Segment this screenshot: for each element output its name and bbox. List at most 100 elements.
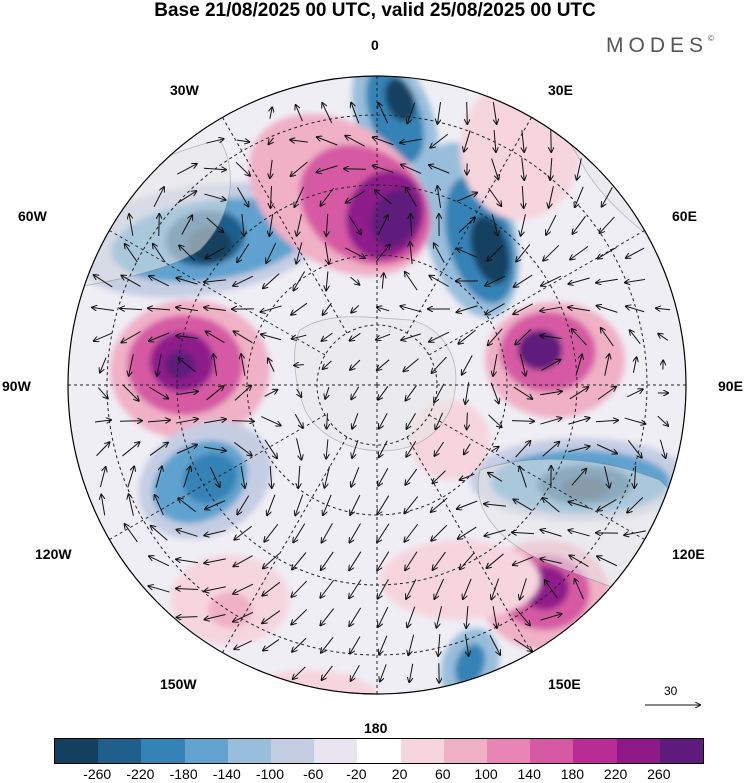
wind-arrow [406,412,416,429]
wind-arrow [296,105,303,122]
wind-arrow [260,305,282,312]
wind-arrow [406,187,417,207]
wind-arrow [379,635,388,655]
wind-arrow [351,305,360,312]
wind-arrow [489,635,500,655]
colorbar-swatch [314,739,358,763]
colorbar-tick-label: 100 [474,766,498,782]
wind-arrow [405,385,417,400]
label-60e: 60E [672,208,697,224]
wind-arrow [460,473,475,480]
wind-arrow [657,415,668,426]
wind-arrow [264,390,278,397]
wind-arrow [410,214,411,237]
wind-arrow [121,331,141,343]
wind-arrow [261,334,282,341]
wind-arrow [520,467,527,488]
wind-arrow [176,445,197,454]
colorbar-swatch [184,739,228,763]
wind-arrow [437,186,442,208]
wind-arrow [292,637,307,651]
wind-arrow [291,580,307,597]
brand-name: MODES [606,34,709,57]
wind-arrow [490,382,499,404]
wind-arrow [568,530,590,537]
wind-arrow [344,169,367,170]
wind-arrow [159,214,160,237]
anomaly-contour [380,540,540,620]
wind-arrow [464,130,471,151]
wind-arrow [99,467,105,488]
wind-arrow [627,440,641,457]
colorbar-swatch [357,739,401,763]
wind-arrow [515,328,532,344]
wind-arrow [234,640,252,649]
wind-arrow [572,215,586,234]
wind-arrow [269,137,274,144]
wind-arrow [540,530,562,537]
wind-arrow [234,525,252,540]
wind-arrow [378,579,389,598]
wind-arrow [176,419,198,424]
wind-arrow [320,187,335,206]
anomaly-contour [371,188,419,248]
wind-arrow [262,610,281,624]
wind-arrow [234,331,253,344]
colorbar-swatch [530,739,574,763]
colorbar-tick-label: -100 [255,766,285,782]
wind-arrow [129,354,134,376]
wind-arrow [153,187,164,208]
wind-arrow [400,306,422,313]
wind-arrow [462,355,473,374]
wind-arrow [176,336,198,339]
wind-arrow [270,159,272,178]
wind-arrow [241,354,246,376]
wind-arrow [407,606,416,628]
wind-arrow [147,420,170,422]
wind-arrow [624,417,646,424]
wind-arrow [125,244,138,263]
wind-arrow [456,305,478,313]
wind-arrow [546,214,557,235]
wind-arrow [204,280,226,282]
wind-arrow [127,466,134,488]
wind-arrow [326,271,328,291]
wind-arrow [351,664,360,681]
wind-arrow [406,578,417,599]
wind-arrow [466,605,468,628]
colorbar-tick-label: 140 [517,766,541,782]
wind-arrow [352,439,359,458]
label-0: 0 [371,37,379,53]
wind-arrow [492,102,496,124]
wind-arrow [291,609,308,624]
wind-arrow [350,494,361,515]
wind-arrow [656,308,671,310]
colorbar-swatch [141,739,185,763]
wind-arrow [350,276,360,285]
wind-arrow [320,579,335,597]
wind-arrow [373,165,394,173]
brand-logo: MODES© [606,34,714,58]
wind-arrow [429,331,450,342]
wind-arrow [627,389,642,398]
wind-arrow [568,502,590,509]
map-border [67,75,687,695]
anomaly-contour [384,78,416,122]
wind-arrow [100,357,107,373]
wind-arrow [149,386,169,398]
wind-arrow [488,328,503,346]
wind-arrow [520,578,527,600]
wind-arrow [464,634,468,656]
wind-arrow [122,442,139,457]
wind-arrow [485,275,506,286]
colorbar-tick-label: -180 [169,766,198,782]
wind-arrow [377,495,390,515]
wind-arrow [206,386,223,401]
wind-arrow [373,137,394,146]
wind-arrow [571,469,586,486]
wind-arrow [298,465,300,488]
wind-arrow [323,302,332,315]
wind-arrow [491,578,500,600]
wind-arrow [405,272,418,291]
